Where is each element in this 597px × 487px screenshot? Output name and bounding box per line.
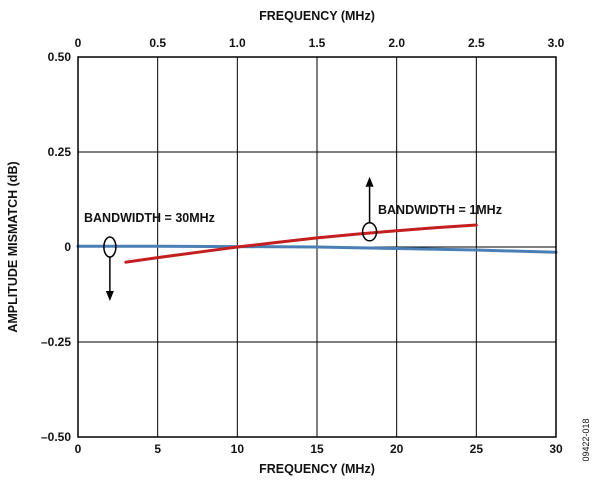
x-tick-label: 30 <box>549 442 563 456</box>
top-x-tick-label: 2.5 <box>468 36 485 50</box>
y-tick-label: –0.25 <box>41 335 71 349</box>
up-arrow-icon <box>365 176 374 187</box>
top-x-axis-title: FREQUENCY (MHz) <box>259 9 375 23</box>
y-tick-label: 0.25 <box>48 145 72 159</box>
x-tick-label: 15 <box>310 442 324 456</box>
y-tick-label: 0 <box>64 240 71 254</box>
y-axis-title: AMPLITUDE MISMATCH (dB) <box>6 161 20 332</box>
bandwidth-1mhz-label: BANDWIDTH = 1MHz <box>378 203 502 217</box>
annotations: BANDWIDTH = 30MHz BANDWIDTH = 1MHz <box>84 176 502 301</box>
plot-frame <box>77 56 557 438</box>
x-tick-label: 5 <box>154 442 161 456</box>
top-x-tick-label: 3.0 <box>548 36 565 50</box>
top-x-tick-label: 0.5 <box>149 36 166 50</box>
figure-id: 09422-018 <box>581 418 591 461</box>
x-tick-label: 25 <box>470 442 484 456</box>
series-line <box>76 244 558 254</box>
x-tick-label: 10 <box>231 442 245 456</box>
series-layer <box>76 223 558 264</box>
x-axis-title: FREQUENCY (MHz) <box>259 462 375 476</box>
x-tick-label: 0 <box>75 442 82 456</box>
x-tick-label: 20 <box>390 442 404 456</box>
top-x-tick-label: 1.5 <box>309 36 326 50</box>
bandwidth-30mhz-label: BANDWIDTH = 30MHz <box>84 211 215 225</box>
y-tick-label: –0.50 <box>41 430 71 444</box>
series-line <box>124 223 478 264</box>
tick-labels: 0 5 10 15 20 25 30 0 0.5 1.0 1.5 2.0 2.5 3.0 –0.50 –0.2… <box>41 36 565 456</box>
top-x-tick-label: 0 <box>75 36 82 50</box>
down-arrow-icon <box>105 291 114 301</box>
y-tick-label: 0.50 <box>48 50 72 64</box>
top-x-tick-label: 2.0 <box>388 36 405 50</box>
top-x-tick-label: 1.0 <box>229 36 246 50</box>
